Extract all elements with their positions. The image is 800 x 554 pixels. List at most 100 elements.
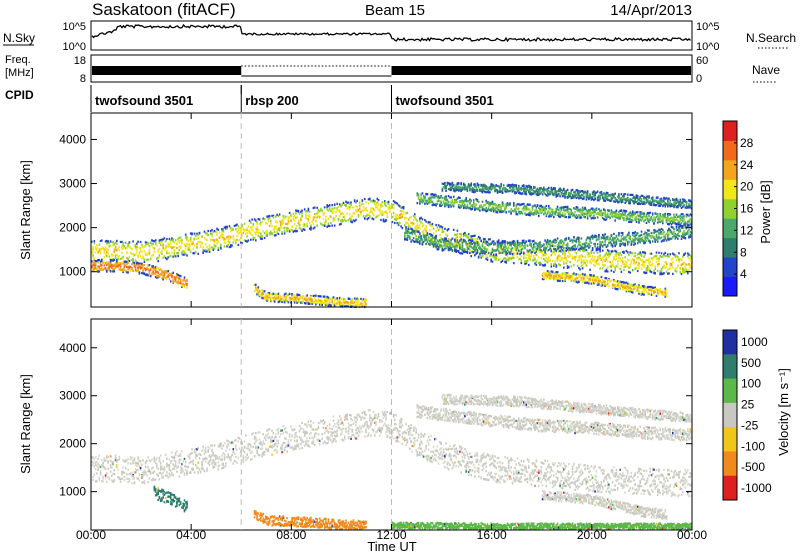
data-cell — [556, 213, 559, 216]
data-cell — [280, 223, 282, 226]
data-cell — [166, 250, 168, 253]
data-cell — [452, 202, 455, 205]
data-cell — [573, 239, 575, 242]
data-cell — [377, 199, 380, 202]
data-cell — [310, 225, 312, 228]
data-cell — [92, 251, 94, 254]
data-cell — [640, 216, 643, 219]
data-cell — [138, 272, 141, 275]
data-cell — [578, 255, 580, 258]
data-cell — [424, 218, 426, 222]
data-cell — [290, 214, 292, 217]
data-cell — [412, 240, 415, 243]
data-cell — [590, 214, 593, 217]
data-cell — [563, 250, 565, 253]
data-cell — [467, 245, 470, 248]
data-cell — [295, 216, 297, 219]
data-cell — [446, 241, 449, 244]
data-cell — [623, 219, 625, 222]
data-cell — [362, 206, 365, 209]
data-cell — [419, 233, 421, 236]
data-cell — [477, 246, 480, 250]
data-cell — [332, 296, 335, 299]
data-cell — [461, 204, 464, 207]
data-cell — [192, 240, 194, 243]
data-cell — [263, 231, 266, 235]
data-cell — [457, 185, 460, 188]
data-cell — [183, 286, 186, 289]
data-cell — [256, 293, 258, 296]
data-cell — [409, 232, 411, 235]
data-cell — [507, 246, 510, 249]
data-cell — [593, 214, 595, 217]
data-cell — [207, 248, 209, 251]
data-cell — [296, 293, 298, 296]
data-cell — [156, 267, 158, 270]
data-cell — [586, 252, 589, 255]
data-cell — [148, 264, 151, 267]
data-cell — [659, 237, 661, 240]
data-cell — [569, 216, 571, 219]
data-cell — [358, 210, 361, 213]
data-cell — [635, 218, 638, 221]
data-cell — [310, 227, 312, 230]
data-cell — [237, 232, 240, 235]
data-cell — [126, 271, 128, 274]
data-cell — [460, 246, 462, 249]
data-cell — [265, 296, 267, 299]
data-cell — [450, 242, 452, 246]
data-cell — [470, 199, 472, 202]
data-cell — [178, 274, 181, 277]
data-cell — [561, 249, 564, 252]
data-cell — [580, 216, 583, 219]
data-cell — [177, 277, 179, 280]
freq-unit-label: [MHz] — [5, 67, 34, 79]
data-cell — [619, 239, 621, 242]
data-cell — [674, 237, 677, 240]
data-cell — [600, 209, 603, 212]
data-cell — [555, 258, 558, 261]
data-cell — [603, 218, 605, 221]
data-cell — [573, 245, 575, 248]
data-cell — [270, 292, 272, 295]
data-cell — [638, 256, 640, 259]
data-cell — [646, 218, 649, 221]
data-cell — [650, 271, 653, 274]
data-cell — [417, 241, 420, 244]
data-cell — [206, 232, 208, 235]
data-cell — [628, 259, 630, 262]
data-cell — [436, 243, 439, 246]
data-cell — [435, 229, 437, 232]
data-cell — [308, 210, 311, 214]
data-cell — [636, 217, 639, 221]
data-cell — [310, 298, 312, 301]
data-cell — [176, 281, 178, 284]
data-cell — [158, 239, 161, 242]
data-cell — [283, 229, 286, 232]
data-cell — [106, 252, 108, 255]
data-cell — [579, 247, 581, 250]
data-cell — [445, 189, 447, 192]
data-cell — [343, 203, 346, 207]
data-cell — [154, 272, 157, 275]
data-cell — [401, 215, 404, 218]
data-cell — [531, 205, 534, 208]
data-cell — [545, 247, 548, 250]
data-cell — [675, 226, 678, 229]
data-cell — [501, 248, 504, 251]
data-cell — [278, 219, 281, 223]
data-cell — [288, 298, 291, 301]
data-cell — [519, 212, 521, 215]
data-cell — [356, 303, 358, 306]
data-cell — [651, 262, 654, 265]
data-cell — [521, 203, 524, 206]
data-cell — [429, 236, 431, 239]
data-cell — [578, 243, 580, 246]
data-cell — [619, 216, 621, 219]
data-cell — [491, 202, 494, 205]
data-cell — [471, 237, 474, 241]
data-cell — [454, 248, 456, 251]
data-cell — [616, 213, 619, 216]
data-cell — [464, 206, 466, 209]
data-cell — [606, 244, 609, 247]
